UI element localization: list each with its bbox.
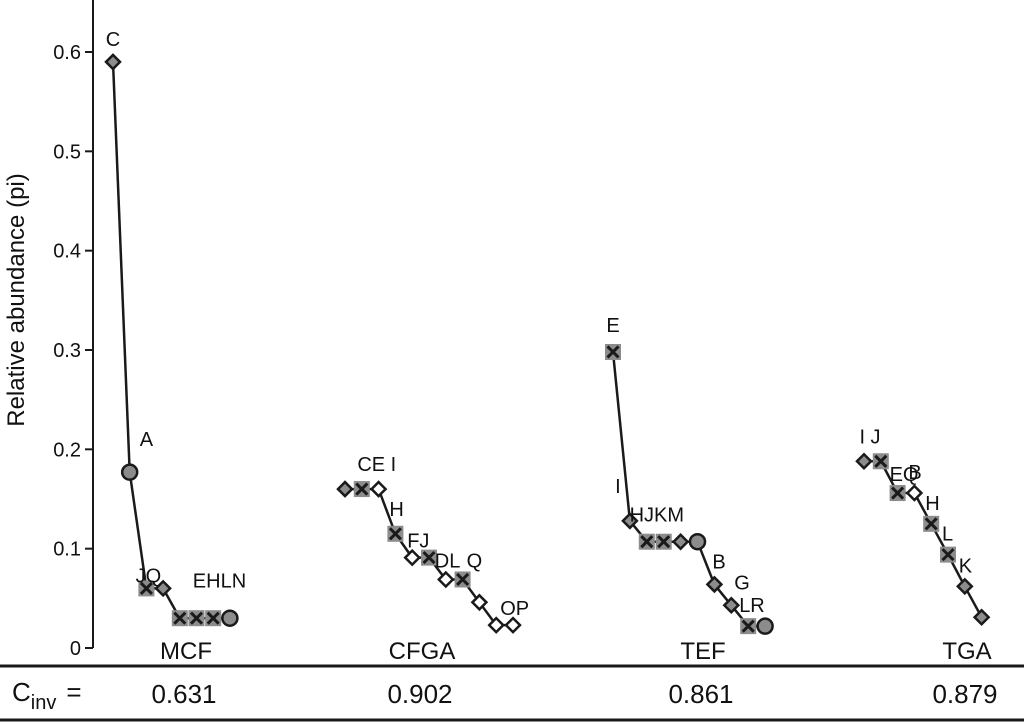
category-label: CFGA [389,638,456,665]
point-marker-cross [640,535,654,549]
series-line [111,61,230,620]
point-marker-cross [891,486,905,500]
point-label: JQ [136,565,162,587]
category-label: TGA [942,638,991,665]
point-marker-cross [189,611,204,625]
point-marker-diamond [722,596,741,615]
point-marker-diamond [905,484,924,502]
point-marker-circle [756,617,774,635]
y-tick-label: 0.1 [53,539,81,561]
point-label: OP [500,598,529,620]
point-marker-cross [355,482,369,496]
point-label: CE I [357,454,396,476]
point-label: I [615,476,621,498]
point-marker-cross [657,535,671,549]
point-marker-diamond [621,512,639,530]
point-label: LR [739,595,765,617]
series-layer [104,53,991,635]
cinv-value: 0.861 [668,679,733,709]
point-marker-diamond [504,616,522,634]
point-label: G [734,572,750,594]
point-marker-circle [120,463,139,481]
category-label: TEF [680,638,725,665]
point-label: B [712,551,725,573]
point-marker-cross [456,572,470,587]
point-marker-diamond [671,532,690,551]
point-label: EHLN [193,570,246,592]
y-tick-label: 0.4 [53,241,81,263]
point-label: Q [467,550,483,572]
point-marker-diamond [437,570,455,589]
point-marker-cross [606,345,620,359]
y-axis: 0 0.1 0.2 0.3 0.4 0.5 0.6 Relative abundance (p… [3,0,94,660]
point-marker-diamond [705,575,724,594]
point-marker-diamond [487,616,505,634]
point-label: H [389,499,403,521]
point-marker-diamond [403,548,421,567]
cinv-value: 0.879 [932,679,997,709]
point-marker-diamond [956,577,974,596]
cinv-row-label: Cinv = [12,677,82,714]
point-marker-circle [688,532,707,551]
category-label: MCF [160,638,212,665]
point-marker-cross [139,581,153,595]
point-marker-diamond [855,452,873,471]
cinv-value: 0.631 [151,679,216,709]
point-marker-cross [941,548,955,562]
y-tick-label: 0.3 [53,340,81,362]
y-tick-label: 0 [70,638,81,660]
point-marker-diamond [470,593,489,612]
y-tick-label: 0.5 [53,141,81,163]
cinv-value: 0.902 [387,679,452,709]
point-label: B [908,462,921,484]
point-label: L [942,524,953,546]
point-label: C [106,29,120,51]
point-label: FJ [407,531,429,553]
point-label: DL [435,550,461,572]
y-tick-label: 0.6 [53,42,81,64]
y-axis-title: Relative abundance (pi) [3,173,30,427]
point-marker-cross [173,611,187,625]
point-marker-cross [874,454,888,468]
cinv-table: Cinv = 0.631 0.902 0.861 0.879 [0,664,1024,722]
point-label: EQ [890,464,919,486]
point-marker-cross [206,611,220,625]
series-cfga [336,480,522,634]
point-marker-diamond [104,53,122,71]
point-marker-cross [924,517,938,531]
y-tick-label: 0.2 [53,439,81,461]
point-label: I J [859,426,880,448]
point-label: K [959,555,973,577]
series-tef [605,343,774,635]
point-label: E [606,315,619,337]
point-marker-diamond [154,579,172,598]
series-mcf [104,53,239,627]
point-marker-diamond [972,608,991,626]
point-label: A [140,429,154,451]
series-tga [855,452,991,626]
point-label: H [925,493,939,515]
point-marker-cross [388,527,402,541]
point-marker-cross [741,619,755,633]
point-marker-diamond [369,480,388,498]
point-marker-circle [221,609,239,627]
point-label: HJKM [630,505,684,527]
point-marker-diamond [336,480,354,498]
point-marker-cross [422,551,436,565]
